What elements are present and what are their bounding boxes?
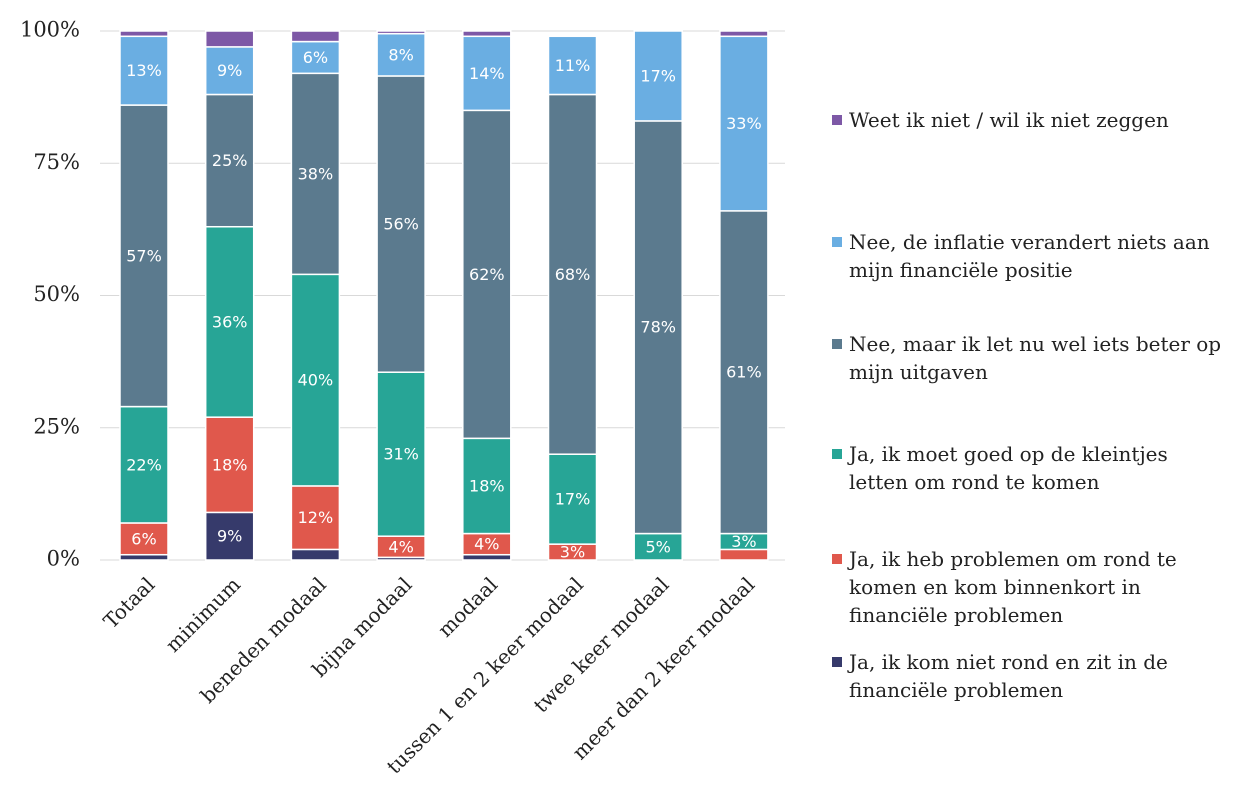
bar-segment xyxy=(376,30,426,35)
data-label: 6% xyxy=(131,529,156,548)
data-label: 56% xyxy=(383,215,419,234)
legend-item: Ja, ik kom niet rond en zit in de financ… xyxy=(832,648,1222,704)
bar-segment xyxy=(547,35,598,96)
legend-swatch xyxy=(832,115,842,125)
bar-segment xyxy=(204,30,255,48)
bar-segment xyxy=(719,548,769,561)
legend-swatch xyxy=(832,237,842,247)
data-label: 33% xyxy=(726,114,762,133)
data-label: 6% xyxy=(303,48,328,67)
data-label: 4% xyxy=(474,535,499,554)
bar-segment xyxy=(547,453,598,545)
y-tick-label: 100% xyxy=(20,18,80,42)
data-label: 22% xyxy=(126,455,162,474)
bar-segment xyxy=(204,93,255,228)
bar-segment xyxy=(462,109,512,440)
data-label: 3% xyxy=(731,532,756,551)
data-label: 9% xyxy=(217,61,242,80)
legend-swatch xyxy=(832,657,842,667)
data-label: 78% xyxy=(640,318,676,337)
y-tick-label: 25% xyxy=(33,414,80,438)
legend-label: Nee, maar ik let nu wel iets beter op mi… xyxy=(849,332,1222,384)
data-label: 18% xyxy=(212,455,248,474)
data-label: 12% xyxy=(298,508,334,527)
legend-swatch xyxy=(832,449,842,459)
legend-swatch xyxy=(832,554,842,564)
y-tick-label: 75% xyxy=(33,150,80,174)
bar-segment xyxy=(462,553,512,561)
bar-segment xyxy=(462,30,512,38)
x-tick-label: Totaal xyxy=(99,572,160,633)
legend-label: Ja, ik moet goed op de kleintjes letten … xyxy=(849,442,1168,494)
data-label: 25% xyxy=(212,151,248,170)
data-label: 5% xyxy=(646,537,671,556)
bar-segment xyxy=(204,511,255,561)
data-label: 13% xyxy=(126,61,162,80)
data-label: 17% xyxy=(555,490,591,509)
data-label: 8% xyxy=(388,45,413,64)
legend-item: Nee, maar ik let nu wel iets beter op mi… xyxy=(832,330,1222,386)
bar-segment xyxy=(119,405,169,524)
data-label: 31% xyxy=(383,445,419,464)
bar-segment xyxy=(719,35,769,212)
bar-segment xyxy=(204,225,255,418)
bar-segment xyxy=(633,30,683,122)
bar-segment xyxy=(290,273,341,487)
bar-segment xyxy=(719,30,769,38)
data-label: 62% xyxy=(469,265,505,284)
legend-item: Ja, ik moet goed op de kleintjes letten … xyxy=(832,440,1222,496)
bar-segment xyxy=(290,548,341,561)
data-label: 9% xyxy=(217,527,242,546)
data-label: 61% xyxy=(726,363,762,382)
legend-item: Weet ik niet / wil ik niet zeggen xyxy=(832,106,1222,134)
legend-item: Nee, de inflatie verandert niets aan mij… xyxy=(832,228,1222,284)
x-tick-label: minimum xyxy=(161,572,245,656)
data-label: 11% xyxy=(555,56,591,75)
x-tick-label: meer dan 2 keer modaal xyxy=(567,572,759,764)
legend-label: Nee, de inflatie verandert niets aan mij… xyxy=(849,230,1210,282)
bar-segment xyxy=(204,46,255,96)
bar-segment xyxy=(290,40,341,75)
bar-segment xyxy=(547,93,598,455)
bar-segment xyxy=(119,522,169,556)
bar-segment xyxy=(119,104,169,408)
x-tick-label: modaal xyxy=(433,572,502,641)
bar-segment xyxy=(119,35,169,106)
bar-segment xyxy=(376,75,426,373)
data-label: 40% xyxy=(298,371,334,390)
data-label: 18% xyxy=(469,476,505,495)
legend-swatch xyxy=(832,339,842,349)
data-label: 57% xyxy=(126,246,162,265)
y-tick-label: 0% xyxy=(47,547,80,571)
bar-segment xyxy=(376,371,426,537)
data-label: 68% xyxy=(555,265,591,284)
data-label: 36% xyxy=(212,312,248,331)
y-tick-label: 50% xyxy=(33,282,80,306)
bar-segment xyxy=(119,30,169,38)
bar-segment xyxy=(462,437,512,535)
legend-item: Ja, ik heb problemen om rond te komen en… xyxy=(832,545,1222,629)
data-label: 38% xyxy=(298,164,334,183)
bar-segment xyxy=(290,72,341,276)
legend-label: Ja, ik heb problemen om rond te komen en… xyxy=(849,547,1177,627)
data-label: 3% xyxy=(560,543,585,562)
bar-segment xyxy=(633,532,683,561)
legend-label: Ja, ik kom niet rond en zit in de financ… xyxy=(849,650,1168,702)
data-label: 17% xyxy=(640,66,676,85)
bar-segment xyxy=(119,553,169,561)
legend-label: Weet ik niet / wil ik niet zeggen xyxy=(849,108,1169,132)
bar-segment xyxy=(719,210,769,535)
data-label: 14% xyxy=(469,64,505,83)
data-label: 4% xyxy=(388,537,413,556)
bar-segment xyxy=(290,30,341,43)
